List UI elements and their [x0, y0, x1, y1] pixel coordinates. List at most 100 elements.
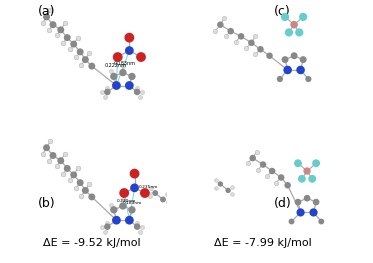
Point: [108, 69, 114, 73]
Point: [160, 198, 166, 202]
Point: [71, 42, 77, 46]
Point: [212, 29, 218, 33]
Point: [86, 51, 92, 55]
Point: [164, 192, 170, 196]
Point: [126, 48, 132, 53]
Point: [298, 210, 304, 215]
Text: 0.183nm: 0.183nm: [114, 61, 136, 66]
Point: [260, 163, 266, 167]
Point: [252, 34, 258, 38]
Point: [40, 152, 46, 156]
Point: [71, 173, 77, 177]
Point: [99, 90, 105, 94]
Point: [82, 188, 88, 193]
Point: [102, 230, 108, 234]
Point: [46, 159, 52, 163]
Point: [78, 194, 84, 198]
Point: [225, 188, 231, 193]
Point: [111, 208, 117, 212]
Point: [300, 58, 306, 62]
Point: [282, 15, 288, 19]
Point: [121, 191, 127, 195]
Text: (b): (b): [37, 197, 55, 210]
Point: [273, 181, 279, 185]
Point: [269, 169, 275, 173]
Point: [75, 36, 81, 40]
Text: (c): (c): [273, 5, 290, 18]
Point: [104, 86, 110, 90]
Point: [233, 39, 239, 44]
Point: [295, 161, 301, 165]
Point: [50, 23, 56, 27]
Point: [298, 68, 304, 72]
Point: [223, 34, 229, 38]
Point: [277, 77, 283, 81]
Point: [291, 23, 297, 27]
Point: [229, 184, 235, 189]
Point: [129, 74, 135, 79]
Point: [54, 164, 60, 168]
Point: [217, 182, 223, 186]
Point: [229, 192, 235, 196]
Point: [152, 191, 158, 195]
Point: [115, 55, 121, 59]
Point: [64, 36, 70, 40]
Point: [47, 139, 53, 143]
Point: [40, 21, 46, 26]
Point: [137, 95, 143, 99]
Point: [245, 161, 251, 165]
Point: [140, 90, 145, 94]
Point: [282, 58, 288, 62]
Point: [132, 186, 138, 190]
Point: [138, 55, 144, 59]
Point: [60, 171, 66, 176]
Point: [64, 166, 70, 170]
Text: ΔE = -7.99 kJ/mol: ΔE = -7.99 kJ/mol: [214, 238, 311, 248]
Point: [217, 23, 223, 27]
Point: [299, 177, 305, 181]
Point: [313, 161, 319, 165]
Point: [126, 36, 132, 40]
Point: [278, 175, 284, 180]
Text: (d): (d): [273, 197, 291, 210]
Point: [250, 156, 256, 160]
Point: [243, 46, 249, 50]
Point: [67, 178, 73, 182]
Point: [120, 204, 126, 208]
Point: [129, 208, 135, 212]
Point: [304, 196, 310, 200]
Point: [137, 230, 143, 234]
Point: [285, 68, 291, 72]
Point: [62, 152, 68, 156]
Text: 0.235nm: 0.235nm: [139, 185, 159, 189]
Point: [73, 186, 79, 190]
Point: [252, 52, 258, 57]
Point: [134, 90, 140, 94]
Point: [113, 83, 119, 88]
Point: [82, 58, 88, 62]
Point: [318, 219, 324, 224]
Point: [134, 221, 140, 225]
Point: [111, 74, 117, 79]
Point: [228, 29, 233, 33]
Point: [291, 54, 297, 58]
Point: [104, 225, 110, 229]
Text: (a): (a): [37, 5, 55, 18]
Point: [285, 183, 291, 187]
Point: [148, 186, 154, 190]
Point: [60, 41, 66, 45]
Point: [248, 41, 254, 45]
Point: [104, 90, 110, 94]
Point: [313, 200, 319, 204]
Point: [58, 28, 64, 32]
Point: [89, 64, 95, 68]
Point: [50, 153, 56, 158]
Point: [75, 166, 81, 170]
Point: [134, 225, 140, 229]
Point: [44, 146, 50, 150]
Point: [311, 210, 317, 215]
Point: [147, 194, 153, 198]
Point: [305, 77, 311, 81]
Point: [67, 47, 73, 51]
Point: [309, 177, 315, 181]
